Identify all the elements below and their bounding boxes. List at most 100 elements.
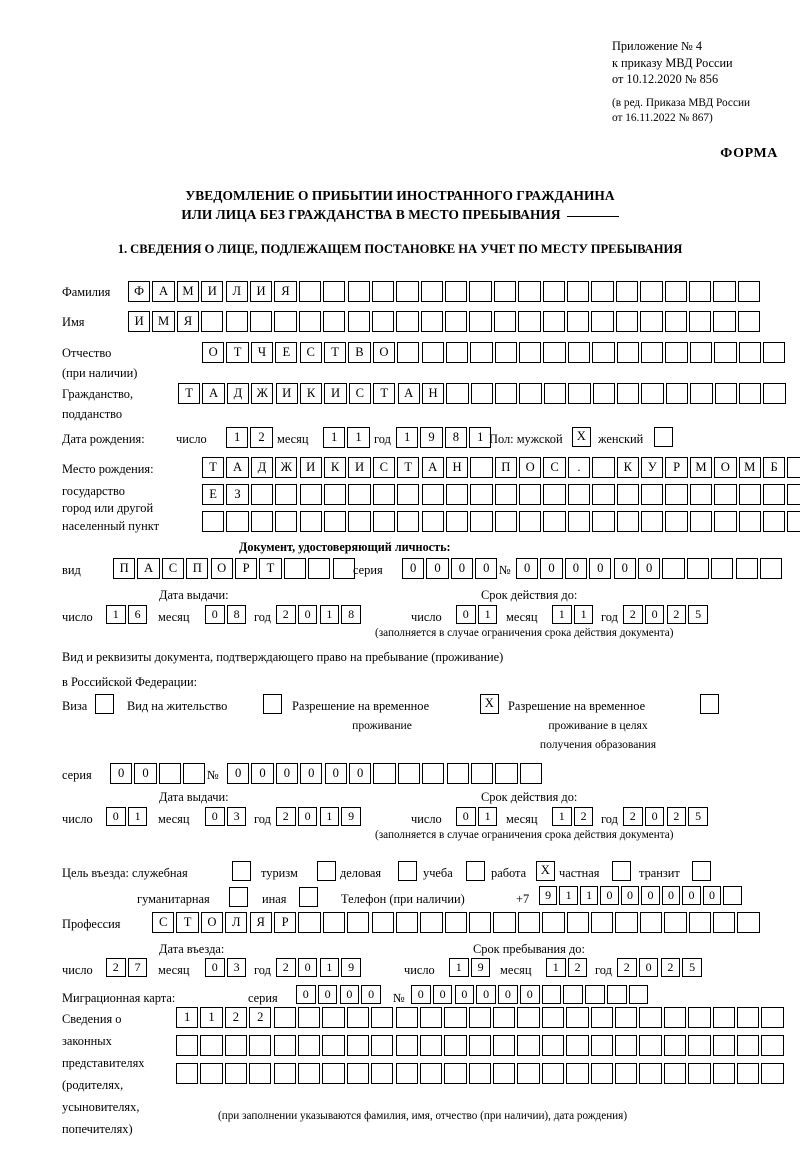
comb-cell[interactable] bbox=[592, 457, 615, 478]
comb-cell[interactable]: 0 bbox=[339, 985, 360, 1005]
comb-cell[interactable] bbox=[275, 511, 298, 532]
comb-cell[interactable]: 0 bbox=[275, 763, 299, 784]
comb-cell[interactable]: 0 bbox=[702, 886, 722, 906]
comb-cell[interactable] bbox=[567, 281, 590, 302]
comb-cell[interactable] bbox=[592, 342, 615, 363]
comb-cell[interactable]: 0 bbox=[317, 985, 338, 1005]
comb-cell[interactable] bbox=[396, 281, 419, 302]
comb-cell[interactable]: 1 bbox=[319, 605, 340, 625]
comb-cell[interactable]: 8 bbox=[444, 427, 468, 448]
comb-cell[interactable] bbox=[713, 281, 736, 302]
comb-cell[interactable] bbox=[567, 484, 591, 505]
comb-cell[interactable] bbox=[297, 1063, 321, 1084]
comb-cell[interactable] bbox=[250, 484, 274, 505]
comb-cell[interactable] bbox=[762, 511, 786, 532]
comb-cell[interactable]: 2 bbox=[666, 605, 687, 625]
comb-cell[interactable] bbox=[470, 763, 494, 784]
comb-cell[interactable] bbox=[712, 1063, 735, 1084]
comb-cell[interactable]: 0 bbox=[205, 605, 225, 625]
comb-cell[interactable]: 8 bbox=[226, 605, 247, 625]
comb-cell[interactable]: К bbox=[323, 457, 347, 478]
checkbox-purpose-business[interactable] bbox=[398, 861, 417, 881]
comb-cell[interactable] bbox=[224, 1063, 248, 1084]
comb-cell[interactable] bbox=[395, 1063, 418, 1084]
comb-cell[interactable]: 0 bbox=[476, 985, 496, 1005]
comb-cell[interactable] bbox=[519, 763, 542, 784]
comb-cell[interactable] bbox=[322, 1035, 345, 1056]
comb-cell[interactable]: Т bbox=[176, 912, 199, 933]
comb-cell[interactable]: И bbox=[128, 311, 151, 332]
comb-cell[interactable]: 1 bbox=[477, 807, 498, 827]
comb-cell[interactable] bbox=[445, 484, 469, 505]
comb-cell[interactable] bbox=[371, 1063, 394, 1084]
comb-cell[interactable] bbox=[470, 484, 493, 505]
comb-cell[interactable] bbox=[590, 1035, 613, 1056]
comb-cell[interactable] bbox=[591, 912, 614, 933]
comb-cell[interactable] bbox=[297, 1035, 321, 1056]
comb-cell[interactable]: С bbox=[543, 457, 566, 478]
comb-cell[interactable] bbox=[738, 484, 761, 505]
comb-cell[interactable] bbox=[273, 1007, 296, 1028]
comb-cell[interactable] bbox=[176, 1063, 199, 1084]
comb-cell[interactable]: Я bbox=[274, 281, 297, 302]
comb-cell[interactable] bbox=[639, 1007, 662, 1028]
checkbox-temp-residence[interactable]: Х bbox=[480, 694, 499, 714]
comb-cell[interactable]: 0 bbox=[516, 558, 539, 579]
comb-cell[interactable] bbox=[542, 311, 565, 332]
comb-cell[interactable]: 1 bbox=[106, 605, 126, 625]
comb-cell[interactable] bbox=[738, 383, 762, 404]
comb-cell[interactable]: 1 bbox=[347, 427, 370, 448]
comb-cell[interactable]: 2 bbox=[660, 958, 681, 978]
comb-cell[interactable]: 7 bbox=[127, 958, 148, 978]
comb-cell[interactable] bbox=[202, 511, 225, 532]
comb-cell[interactable] bbox=[566, 1007, 589, 1028]
comb-cell[interactable]: 0 bbox=[426, 558, 449, 579]
comb-cell[interactable] bbox=[323, 311, 346, 332]
comb-cell[interactable]: 0 bbox=[348, 763, 372, 784]
comb-cell[interactable] bbox=[585, 985, 605, 1005]
comb-cell[interactable] bbox=[543, 484, 566, 505]
comb-cell[interactable] bbox=[763, 383, 786, 404]
comb-cell[interactable]: 0 bbox=[519, 985, 540, 1005]
comb-cell[interactable]: В bbox=[348, 342, 371, 363]
comb-cell[interactable]: 1 bbox=[323, 427, 346, 448]
comb-cell[interactable]: 0 bbox=[300, 763, 323, 784]
comb-cell[interactable]: 1 bbox=[319, 807, 340, 827]
comb-cell[interactable]: П bbox=[494, 457, 517, 478]
comb-cell[interactable] bbox=[468, 1063, 491, 1084]
comb-cell[interactable] bbox=[347, 281, 370, 302]
comb-cell[interactable]: Т bbox=[259, 558, 282, 579]
comb-cell[interactable]: 9 bbox=[470, 958, 491, 978]
comb-cell[interactable]: З bbox=[226, 484, 249, 505]
comb-cell[interactable] bbox=[519, 484, 542, 505]
comb-cell[interactable] bbox=[689, 342, 713, 363]
comb-cell[interactable] bbox=[566, 1035, 589, 1056]
comb-cell[interactable]: С bbox=[299, 342, 322, 363]
comb-cell[interactable] bbox=[591, 311, 614, 332]
comb-cell[interactable] bbox=[713, 311, 736, 332]
comb-cell[interactable] bbox=[712, 1035, 735, 1056]
comb-cell[interactable] bbox=[737, 311, 761, 332]
comb-cell[interactable] bbox=[615, 912, 638, 933]
comb-cell[interactable] bbox=[470, 457, 493, 478]
comb-cell[interactable]: М bbox=[152, 311, 175, 332]
comb-cell[interactable] bbox=[493, 311, 517, 332]
comb-cell[interactable] bbox=[470, 342, 493, 363]
comb-cell[interactable] bbox=[396, 311, 419, 332]
comb-cell[interactable]: Л bbox=[225, 281, 248, 302]
comb-cell[interactable]: 0 bbox=[402, 558, 425, 579]
comb-cell[interactable] bbox=[689, 511, 713, 532]
comb-cell[interactable] bbox=[322, 1007, 345, 1028]
checkbox-purpose-humanitarian[interactable] bbox=[229, 887, 248, 907]
comb-cell[interactable] bbox=[762, 484, 786, 505]
comb-cell[interactable] bbox=[736, 1063, 760, 1084]
comb-cell[interactable] bbox=[568, 383, 591, 404]
